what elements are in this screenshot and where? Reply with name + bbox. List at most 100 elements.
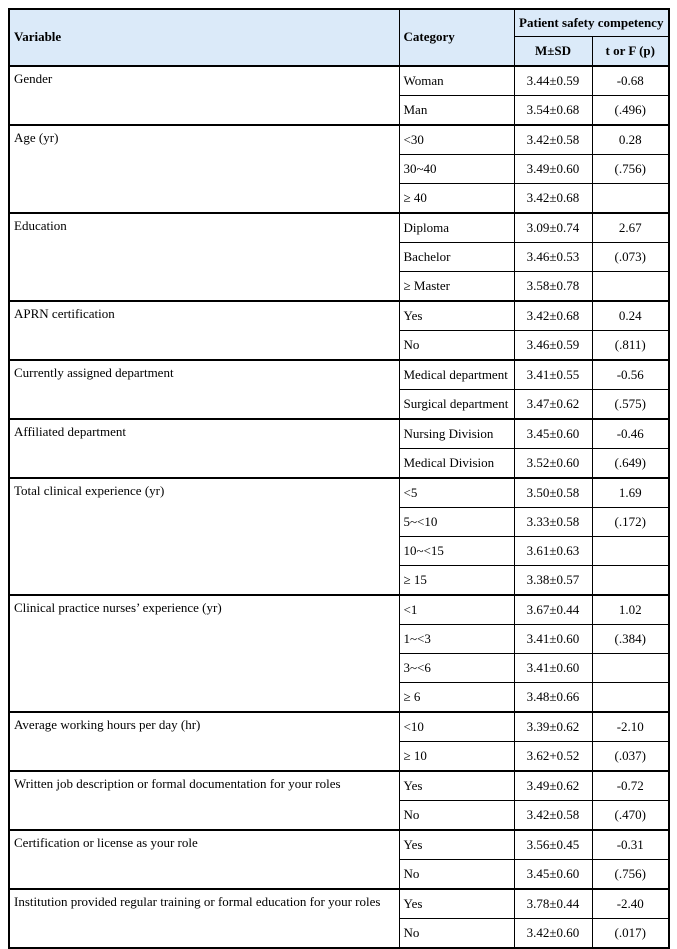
table-row: Medical Division 3.52±0.60 (.649) <box>9 448 670 479</box>
table-row: Average working hours per day (hr) <10 3.3… <box>8 711 670 772</box>
table-row: Institution provided regular training or… <box>8 888 670 949</box>
msd-cell: 3.46±0.53 <box>513 242 593 272</box>
variable-cell: Clinical practice nurses’ experience (yr… <box>8 594 400 713</box>
column-header-msd: M±SD <box>513 36 593 67</box>
table-row: Affiliated department Nursing Division 3.4… <box>8 418 670 479</box>
category-cell: No <box>398 859 515 890</box>
category-cell: Yes <box>398 770 515 801</box>
stat-cell: -2.10 <box>591 711 670 742</box>
variable-cell: APRN certification <box>8 300 400 361</box>
msd-cell: 3.46±0.59 <box>513 330 593 361</box>
table-row: ≥ 6 3.48±0.66 <box>9 682 670 713</box>
stat-cell <box>591 271 670 302</box>
msd-cell: 3.67±0.44 <box>513 594 593 625</box>
stat-cell <box>591 653 670 683</box>
category-cell: Bachelor <box>398 242 515 272</box>
category-cell: 3~<6 <box>398 653 515 683</box>
stat-cell: (.384) <box>591 624 670 654</box>
category-cell: ≥ 40 <box>398 183 515 214</box>
table-row: 30~40 3.49±0.60 (.756) <box>9 154 670 184</box>
category-cell: <1 <box>398 594 515 625</box>
msd-cell: 3.61±0.63 <box>513 536 593 566</box>
category-cell: Medical department <box>398 359 515 390</box>
stat-cell: 0.24 <box>591 300 670 331</box>
stat-cell: (.811) <box>591 330 670 361</box>
header-row-sub: M±SD t or F (p) <box>9 36 670 67</box>
variable-cell: Age (yr) <box>8 124 400 214</box>
table-row: Currently assigned department Medical dep… <box>8 359 670 420</box>
stat-cell: 2.67 <box>591 212 670 243</box>
table-row: 3~<6 3.41±0.60 <box>9 653 670 683</box>
column-header-variable: Variable <box>8 8 400 67</box>
stat-cell: -0.72 <box>591 770 670 801</box>
category-cell: Medical Division <box>398 448 515 479</box>
category-cell: <30 <box>398 124 515 155</box>
category-cell: No <box>398 800 515 831</box>
msd-cell: 3.56±0.45 <box>513 829 593 860</box>
stat-cell: (.073) <box>591 242 670 272</box>
stat-cell <box>591 682 670 713</box>
table-row: ≥ 40 3.42±0.68 <box>9 183 670 214</box>
stat-cell: -0.56 <box>591 359 670 390</box>
stat-cell: (.756) <box>591 154 670 184</box>
category-cell: Surgical department <box>398 389 515 420</box>
category-cell: ≥ 6 <box>398 682 515 713</box>
variable-cell: Gender <box>8 65 400 126</box>
table-row: Certification or license as your role Yes… <box>8 829 670 890</box>
category-cell: <10 <box>398 711 515 742</box>
table-row: ≥ Master 3.58±0.78 <box>9 271 670 302</box>
msd-cell: 3.39±0.62 <box>513 711 593 742</box>
msd-cell: 3.62+0.52 <box>513 741 593 772</box>
msd-cell: 3.45±0.60 <box>513 418 593 449</box>
table-row: Age (yr) <30 3.42±0.58 0.28 <box>8 124 670 214</box>
msd-cell: 3.54±0.68 <box>513 95 593 126</box>
category-cell: 10~<15 <box>398 536 515 566</box>
variable-cell: Average working hours per day (hr) <box>8 711 400 772</box>
table-header: Variable Category Patient safety compete… <box>8 8 670 67</box>
category-cell: ≥ Master <box>398 271 515 302</box>
table-row: Clinical practice nurses’ experience (yr… <box>8 594 670 713</box>
table-row: ≥ 15 3.38±0.57 <box>9 565 670 596</box>
stat-cell: (.649) <box>591 448 670 479</box>
stat-cell <box>591 565 670 596</box>
msd-cell: 3.42±0.68 <box>513 183 593 214</box>
category-cell: Yes <box>398 300 515 331</box>
msd-cell: 3.44±0.59 <box>513 65 593 96</box>
table-row: APRN certification Yes 3.42±0.68 0.24 <box>8 300 670 361</box>
variable-cell: Written job description or formal docume… <box>8 770 400 831</box>
msd-cell: 3.09±0.74 <box>513 212 593 243</box>
msd-cell: 3.45±0.60 <box>513 859 593 890</box>
msd-cell: 3.42±0.60 <box>513 918 593 949</box>
category-cell: Yes <box>398 829 515 860</box>
stat-cell: -0.46 <box>591 418 670 449</box>
msd-cell: 3.42±0.58 <box>513 800 593 831</box>
stat-cell: -0.68 <box>591 65 670 96</box>
variable-cell: Affiliated department <box>8 418 400 479</box>
msd-cell: 3.58±0.78 <box>513 271 593 302</box>
stat-cell <box>591 183 670 214</box>
stat-cell: 1.02 <box>591 594 670 625</box>
stat-cell: 1.69 <box>591 477 670 508</box>
category-cell: Woman <box>398 65 515 96</box>
stat-cell: -2.40 <box>591 888 670 919</box>
variable-cell: Total clinical experience (yr) <box>8 477 400 596</box>
msd-cell: 3.78±0.44 <box>513 888 593 919</box>
stat-cell: (.756) <box>591 859 670 890</box>
document-page: Variable Category Patient safety compete… <box>8 8 670 949</box>
msd-cell: 3.49±0.60 <box>513 154 593 184</box>
column-header-t-or-f-p: t or F (p) <box>591 36 670 67</box>
category-cell: 5~<10 <box>398 507 515 537</box>
category-cell: No <box>398 918 515 949</box>
stat-cell: (.037) <box>591 741 670 772</box>
category-cell: No <box>398 330 515 361</box>
header-row-top: Variable Category Patient safety compete… <box>8 8 670 67</box>
table-row: Education Diploma 3.09±0.74 2.67 <box>8 212 670 302</box>
msd-cell: 3.41±0.60 <box>513 624 593 654</box>
table-row: 1~<3 3.41±0.60 (.384) <box>9 624 670 654</box>
stat-cell: (.470) <box>591 800 670 831</box>
category-cell: Yes <box>398 888 515 919</box>
msd-cell: 3.52±0.60 <box>513 448 593 479</box>
msd-cell: 3.33±0.58 <box>513 507 593 537</box>
msd-cell: 3.41±0.55 <box>513 359 593 390</box>
table-row: Written job description or formal docume… <box>8 770 670 831</box>
